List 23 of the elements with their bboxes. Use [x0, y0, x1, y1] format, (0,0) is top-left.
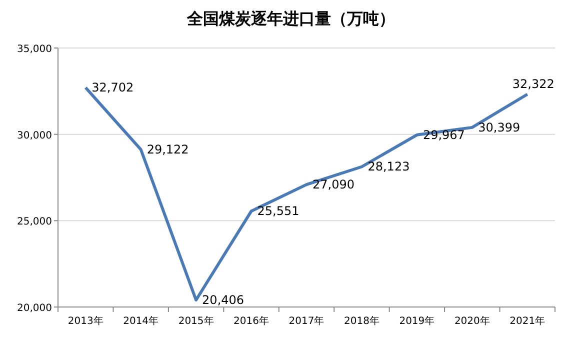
x-tick-label: 2016年	[234, 315, 270, 327]
text: 29,967	[422, 128, 465, 142]
text: 32,322	[512, 77, 554, 92]
x-tick-label: 2019年	[399, 315, 435, 327]
chart-title: 全国煤炭逐年进口量（万吨）	[186, 9, 395, 28]
x-tick-label: 2018年	[344, 315, 380, 327]
text: 30,399	[478, 120, 520, 134]
y-tick-label: 35,000	[17, 44, 52, 55]
x-tick-label: 2015年	[178, 315, 214, 327]
text: 25,551	[257, 204, 300, 218]
text: 29,122	[146, 142, 189, 156]
text: 28,123	[368, 160, 410, 174]
x-tick-label: 2020年	[454, 315, 490, 327]
text: 20,406	[202, 292, 244, 307]
y-tick-label: 25,000	[17, 216, 52, 228]
y-tick-label: 30,000	[17, 130, 52, 142]
x-tick-label: 2021年	[510, 315, 546, 327]
x-tick-label: 2013年	[68, 315, 104, 327]
x-tick-label: 2014年	[123, 315, 159, 327]
x-tick-label: 2017年	[288, 315, 324, 327]
y-tick-label: 20,000	[17, 303, 52, 314]
text: 32,702	[92, 80, 134, 95]
text: 27,090	[312, 178, 354, 192]
